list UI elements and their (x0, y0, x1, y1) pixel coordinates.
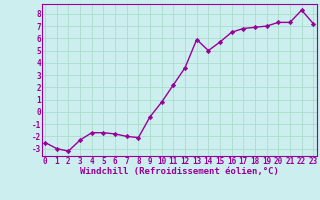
X-axis label: Windchill (Refroidissement éolien,°C): Windchill (Refroidissement éolien,°C) (80, 167, 279, 176)
